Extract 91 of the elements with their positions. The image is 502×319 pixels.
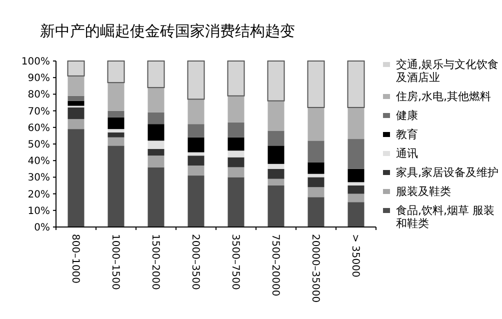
x-tick-label: > 35000: [350, 234, 360, 278]
bar: [348, 107, 364, 140]
legend-label: 食品,饮料,烟草 服装和鞋类: [396, 204, 496, 230]
x-tick-label: 20000–35000: [310, 234, 320, 303]
bar: [108, 82, 124, 111]
bar: [268, 100, 284, 131]
bar: [107, 60, 125, 84]
bar: [348, 139, 364, 169]
x-tick-label: 800–1000: [70, 234, 80, 284]
bar: [268, 186, 284, 227]
legend-label: 交通,娱乐与文化饮食及酒店业: [396, 58, 499, 84]
bar: [228, 157, 244, 168]
bar: [68, 107, 84, 120]
bar: [108, 117, 124, 130]
bar: [108, 137, 124, 146]
bar: [308, 174, 324, 178]
bar: [148, 124, 164, 141]
y-tick-label: 50%: [28, 140, 50, 150]
bar: [188, 152, 204, 156]
x-tick-label: 3500–7500: [230, 234, 240, 290]
bar: [268, 146, 284, 164]
x-tick-label: 7500–20000: [270, 234, 280, 296]
y-tick-label: 40%: [28, 156, 50, 168]
bar: [347, 60, 365, 108]
bar: [308, 162, 324, 174]
x-tick-label: 2000–3500: [190, 234, 200, 290]
bar: [187, 60, 205, 100]
bar: [188, 166, 204, 176]
bar: [188, 176, 204, 227]
bar: [148, 112, 164, 124]
bar: [68, 100, 84, 106]
y-tick-label: 10%: [28, 206, 50, 217]
bar: [68, 129, 84, 227]
legend-label: 通讯: [396, 147, 418, 160]
bar: [188, 124, 204, 138]
bar: [348, 182, 364, 186]
bar: [308, 177, 324, 188]
y-tick-label: 70%: [28, 106, 50, 118]
bar: [68, 96, 84, 101]
bar: [148, 140, 164, 149]
y-tick-label: 20%: [28, 189, 50, 200]
bar: [228, 137, 244, 151]
bar: [188, 99, 204, 124]
y-tick-label: 30%: [28, 172, 50, 184]
bar: [148, 167, 164, 227]
bar: [68, 119, 84, 130]
chart-title: 新中产的崛起使金砖国家消费结构趋变: [40, 22, 295, 40]
x-tick-label: 1500–2000: [150, 234, 160, 290]
bar: [268, 168, 284, 179]
x-tick-label: 1000–1500: [110, 234, 120, 290]
bar: [148, 148, 164, 156]
bar: [188, 156, 204, 166]
bar: [348, 194, 364, 202]
bar: [227, 60, 245, 96]
legend-label: 健康: [396, 109, 418, 122]
bar: [228, 177, 244, 227]
bar: [68, 76, 84, 96]
bar: [148, 88, 164, 112]
bar: [308, 107, 324, 141]
bar: [228, 150, 244, 158]
legend-label: 教育: [396, 128, 418, 141]
bar: [348, 202, 364, 227]
bar: [108, 110, 124, 118]
y-tick-label: 0%: [34, 222, 50, 234]
bar: [307, 60, 325, 108]
bar: [108, 129, 124, 132]
bar: [108, 146, 124, 227]
bar: [267, 60, 285, 102]
bar: [147, 60, 165, 88]
bar: [348, 168, 364, 182]
bar: [268, 164, 284, 169]
bar: [308, 187, 324, 198]
y-tick-label: 100%: [21, 56, 50, 68]
bar: [188, 137, 204, 152]
bar: [108, 132, 124, 138]
bar: [67, 60, 85, 76]
legend-label: 家具,家居设备及维护: [396, 166, 498, 179]
legend-label: 住房,水电,其他燃料: [396, 90, 491, 103]
bar: [148, 156, 164, 168]
bar: [308, 140, 324, 162]
bar: [228, 96, 244, 122]
y-tick-label: 60%: [28, 122, 50, 134]
y-tick-label: 90%: [28, 73, 50, 84]
bar: [268, 130, 284, 146]
bar: [348, 186, 364, 194]
bar: [228, 167, 244, 178]
y-tick-label: 80%: [28, 90, 50, 101]
legend-label: 服装及鞋类: [396, 185, 451, 198]
bar: [308, 197, 324, 227]
bar: [268, 178, 284, 186]
bar: [228, 122, 244, 138]
